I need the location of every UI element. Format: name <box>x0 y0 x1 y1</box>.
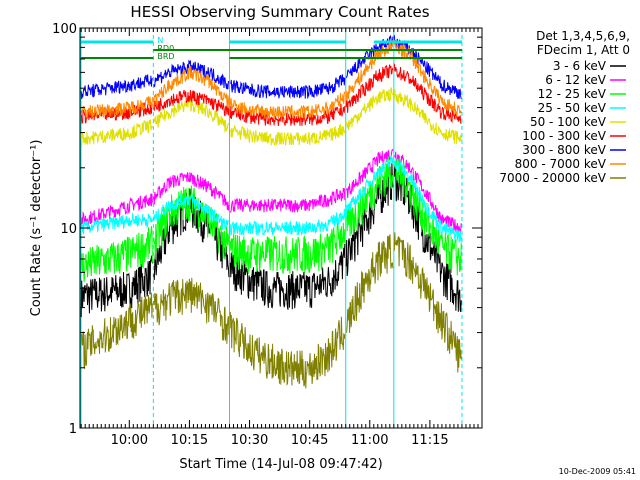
x-tick-label: 10:00 <box>111 433 148 448</box>
y-tick-label: 10 <box>60 222 77 237</box>
legend-entry: 300 - 800 keV <box>522 143 606 157</box>
generated-timestamp: 10-Dec-2009 05:41 <box>559 467 636 476</box>
flag-label: RD0 <box>157 44 174 53</box>
flag-label: BRD <box>157 52 174 61</box>
y-axis-label: Count Rate (s⁻¹ detector⁻¹) <box>29 140 44 317</box>
x-axis-label: Start Time (14-Jul-08 09:47:42) <box>179 457 382 472</box>
series-line <box>80 156 462 283</box>
legend-header: FDecim 1, Att 0 <box>537 43 630 57</box>
series-line <box>80 86 462 146</box>
y-tick-label: 100 <box>52 22 77 37</box>
x-tick-label: 10:30 <box>231 433 268 448</box>
series-line <box>80 232 462 389</box>
legend-entry: 3 - 6 keV <box>553 59 607 73</box>
legend-entry: 50 - 100 keV <box>530 115 607 129</box>
x-tick-label: 11:00 <box>351 433 388 448</box>
y-tick-label: 1 <box>69 422 77 437</box>
x-tick-label: 11:15 <box>411 433 448 448</box>
x-axis: 10:00 10:15 10:30 10:45 11:00 11:15 <box>80 28 483 448</box>
series-line <box>80 63 462 127</box>
legend-header: Det 1,3,4,5,6,9, <box>536 29 630 43</box>
legend-entry: 12 - 25 keV <box>538 87 607 101</box>
legend-entry: 6 - 12 keV <box>545 73 607 87</box>
x-tick-label: 10:15 <box>171 433 208 448</box>
series-line <box>80 34 462 99</box>
legend-entry: 7000 - 20000 keV <box>499 171 606 185</box>
legend-entry: 800 - 7000 keV <box>515 157 607 171</box>
x-tick-label: 10:45 <box>291 433 328 448</box>
series-line <box>80 148 462 234</box>
flag-label: N <box>157 36 163 45</box>
legend: Det 1,3,4,5,6,9,FDecim 1, Att 0 3 - 6 keV… <box>499 29 630 185</box>
chart-title: HESSI Observing Summary Count Rates <box>130 3 429 21</box>
series-line <box>80 155 462 243</box>
series-line <box>80 39 462 121</box>
legend-entry: 25 - 50 keV <box>538 101 607 115</box>
legend-entry: 100 - 300 keV <box>522 129 606 143</box>
y-axis: 1 10 100 <box>52 22 482 437</box>
